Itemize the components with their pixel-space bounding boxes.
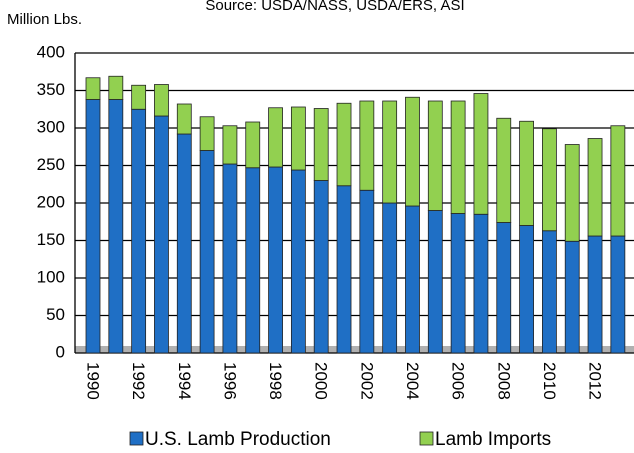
- bar-segment: [313, 108, 329, 181]
- y-tick-label: 50: [46, 305, 65, 324]
- bar-segment: [359, 100, 375, 191]
- bar-segment: [519, 120, 534, 226]
- bar-segment: [268, 107, 283, 168]
- legend-swatch: [129, 431, 144, 446]
- floor: [75, 346, 634, 353]
- x-tick-label: 2002: [357, 362, 376, 400]
- x-tick-label: 1994: [175, 362, 194, 400]
- bar-segment: [131, 108, 147, 354]
- bar-segment: [450, 213, 466, 354]
- y-tick-label: 0: [56, 342, 65, 361]
- x-tick-label: 1996: [220, 362, 239, 400]
- x-tick-label: 2008: [494, 362, 513, 400]
- x-tick-label: 1992: [129, 362, 148, 400]
- y-tick-label: 350: [37, 80, 65, 99]
- bar-segment: [154, 84, 169, 117]
- bar-segment: [154, 115, 169, 354]
- bar-segment: [564, 240, 580, 354]
- bar-segment: [85, 99, 101, 354]
- bar-segment: [313, 180, 329, 354]
- legend-swatch: [419, 431, 434, 446]
- legend-label: U.S. Lamb Production: [145, 429, 331, 450]
- bar-segment: [176, 133, 192, 354]
- bar-segment: [473, 213, 489, 354]
- y-axis-label: Million Lbs.: [7, 11, 82, 28]
- bar-segment: [222, 125, 238, 165]
- y-tick-label: 300: [37, 117, 65, 136]
- x-tick-label: 1990: [84, 362, 103, 400]
- bar-segment: [427, 210, 443, 354]
- bar-segment: [108, 99, 124, 354]
- bar-segment: [199, 116, 215, 151]
- bar-segment: [176, 103, 192, 135]
- bar-segment: [290, 169, 306, 354]
- y-tick-label: 200: [37, 192, 65, 211]
- bar-segment: [108, 75, 124, 100]
- bar-segment: [427, 100, 443, 211]
- y-tick-label: 100: [37, 267, 65, 286]
- bar-segment: [382, 202, 398, 354]
- bar-segment: [245, 121, 261, 169]
- bar-segment: [587, 235, 603, 354]
- bar-segment: [199, 150, 215, 354]
- bar-segment: [336, 185, 352, 354]
- bar-segment: [85, 77, 101, 100]
- bar-segment: [587, 138, 603, 237]
- legend-label: Lamb Imports: [435, 429, 551, 450]
- bar-segment: [496, 222, 512, 354]
- bar-segment: [359, 189, 375, 354]
- bar-segment: [519, 225, 534, 354]
- bar-segment: [222, 163, 238, 354]
- x-tick-label: 2000: [312, 362, 331, 400]
- bar-segment: [542, 128, 557, 232]
- bar-segment: [610, 235, 626, 354]
- bar-segment: [610, 125, 626, 237]
- bar-segment: [496, 117, 512, 223]
- x-tick-label: 1998: [266, 362, 285, 400]
- bar-segment: [473, 93, 489, 215]
- x-tick-label: 2010: [540, 362, 559, 400]
- bar-segment: [405, 96, 420, 207]
- bar-segment: [542, 230, 557, 354]
- bar-segment: [131, 84, 147, 110]
- bar-segment: [268, 166, 283, 354]
- x-tick-label: 2006: [449, 362, 468, 400]
- bar-segment: [245, 167, 261, 354]
- x-tick-label: 2012: [586, 362, 605, 400]
- y-tick-label: 250: [37, 155, 65, 174]
- bar-segment: [336, 102, 352, 187]
- y-tick-label: 150: [37, 230, 65, 249]
- bar-segment: [382, 100, 398, 204]
- x-tick-label: 2004: [403, 362, 422, 400]
- bar-segment: [450, 100, 466, 214]
- bar-segment: [290, 106, 306, 171]
- chart-title: Source: USDA/NASS, USDA/ERS, ASI: [205, 0, 464, 14]
- bar-segment: [405, 205, 420, 354]
- y-tick-label: 400: [37, 42, 65, 61]
- bar-segment: [564, 144, 580, 242]
